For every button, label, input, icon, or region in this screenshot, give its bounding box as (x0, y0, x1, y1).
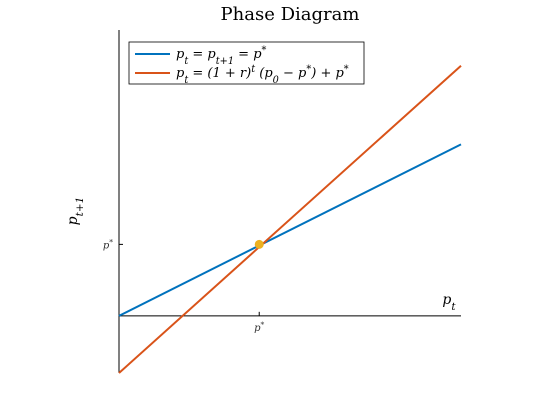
ticks-layer: p* p* (103, 237, 265, 334)
series-line-2 (118, 64, 462, 374)
equilibrium-point (254, 239, 264, 249)
legend-box (128, 41, 365, 85)
x-axis-label: pt (442, 292, 456, 313)
x-tick-label: p* (254, 319, 264, 334)
y-tick-label: p* (103, 237, 113, 252)
points-layer (254, 239, 264, 249)
legend-entry-2: pt = (1 + r)t (p0 − p*) + p* (176, 64, 349, 86)
legend: pt = pt+1 = p*pt = (1 + r)t (p0 − p*) + … (128, 41, 365, 86)
chart-title: Phase Diagram (221, 4, 360, 25)
series-line-1 (118, 143, 462, 317)
series-layer (118, 64, 462, 374)
y-axis-label: pt+1 (65, 197, 86, 226)
legend-entry-1: pt = pt+1 = p* (176, 45, 267, 67)
